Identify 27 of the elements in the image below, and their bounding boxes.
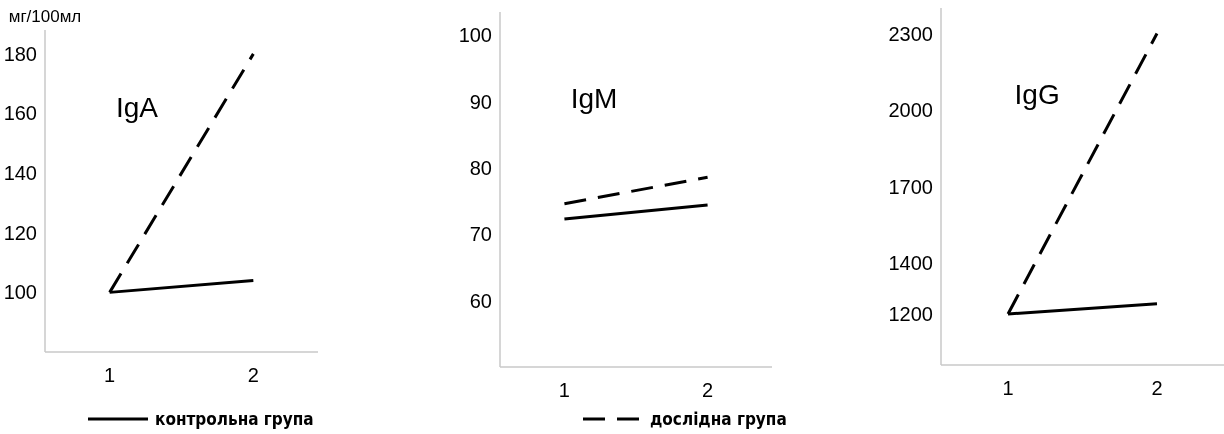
x-tick-label: 1 (558, 379, 570, 401)
x-tick-label: 2 (702, 379, 714, 401)
y-axis-title: мг/100мл (8, 7, 82, 26)
y-tick-label: 100 (458, 24, 492, 47)
y-tick-label: 2000 (888, 99, 933, 121)
text: IgG (1014, 79, 1060, 111)
x-tick-label: 2 (247, 364, 259, 386)
text: IgA (115, 91, 159, 123)
text: IgM (570, 82, 618, 114)
y-tick-label: 1700 (888, 175, 933, 198)
y-tick-label: 120 (3, 221, 37, 244)
x-tick-label: 1 (104, 364, 116, 386)
y-tick-label: 160 (3, 102, 37, 125)
y-tick-label: 100 (3, 281, 37, 304)
y-tick-label: 70 (469, 223, 492, 246)
y-tick-label: 180 (3, 42, 37, 65)
y-tick-label: 80 (469, 156, 492, 179)
y-tick-label: 1200 (888, 303, 933, 325)
legend-label: дослідна група (650, 408, 787, 429)
y-tick-label: 2300 (888, 22, 933, 45)
y-tick-label: 140 (3, 162, 37, 185)
y-tick-label: 1400 (888, 252, 933, 274)
x-tick-label: 2 (1151, 377, 1163, 399)
y-tick-label: 60 (469, 289, 492, 312)
legend-label: контрольна група (155, 408, 314, 429)
x-tick-label: 1 (1002, 377, 1014, 399)
y-tick-label: 90 (469, 90, 492, 113)
